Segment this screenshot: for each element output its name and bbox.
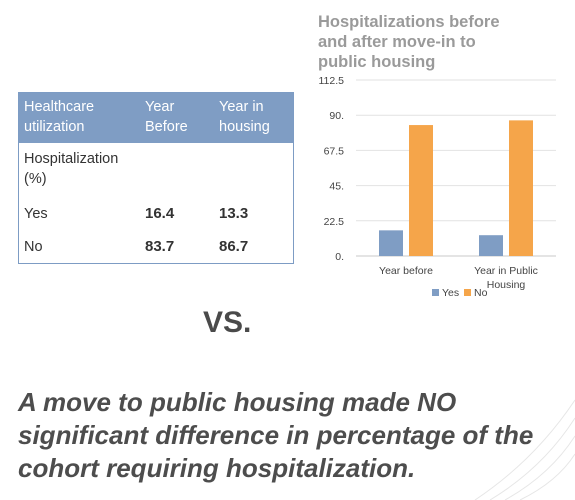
table-row: No 83.7 86.7 (19, 235, 293, 265)
value-no-housing: 86.7 (219, 238, 249, 255)
header-healthcare-utilization: Healthcare utilization (24, 99, 95, 135)
table-row: Yes 16.4 13.3 (19, 203, 293, 235)
bar-no-1 (509, 120, 533, 256)
y-tick-label: 0. (335, 251, 344, 263)
x-tick-label: Housing (487, 279, 526, 291)
bar-yes-0 (379, 230, 403, 256)
y-tick-label: 67.5 (324, 145, 345, 157)
header-year-before: Year Before (145, 99, 188, 135)
legend-label-yes: Yes (442, 287, 459, 299)
y-tick-label: 112.5 (319, 75, 345, 87)
y-tick-label: 45. (329, 181, 344, 193)
y-tick-label: 22.5 (324, 216, 345, 228)
y-tick-label: 90. (329, 110, 344, 122)
table-section-row: Hospitalization (%) (19, 143, 293, 203)
row-label-no: No (24, 239, 43, 255)
conclusion-text: A move to public housing made NO signifi… (18, 387, 534, 483)
section-label-hospitalization: Hospitalization (%) (24, 151, 119, 187)
table-header-row: Healthcare utilization Year Before Year … (19, 93, 293, 143)
hospitalization-table: Healthcare utilization Year Before Year … (18, 92, 294, 264)
bar-chart: 0. 22.5 45. 67.5 90. 112.5 Year before Year in … (319, 75, 556, 299)
value-no-before: 83.7 (145, 238, 175, 255)
bar-yes-1 (479, 235, 503, 256)
legend-swatch-yes (432, 289, 439, 296)
x-tick-label: Year in Public (474, 265, 538, 277)
header-year-in-housing: Year in housing (219, 99, 270, 135)
value-yes-before: 16.4 (145, 205, 175, 222)
legend-swatch-no (464, 289, 471, 296)
bar-no-0 (409, 125, 433, 256)
row-label-yes: Yes (24, 206, 48, 222)
x-tick-label: Year before (379, 265, 433, 277)
legend-label-no: No (474, 287, 488, 299)
vs-label: VS. (203, 306, 252, 339)
decorative-curves (474, 399, 575, 500)
value-yes-housing: 13.3 (219, 205, 249, 222)
chart-title: Hospitalizations before and after move-i… (318, 13, 500, 71)
